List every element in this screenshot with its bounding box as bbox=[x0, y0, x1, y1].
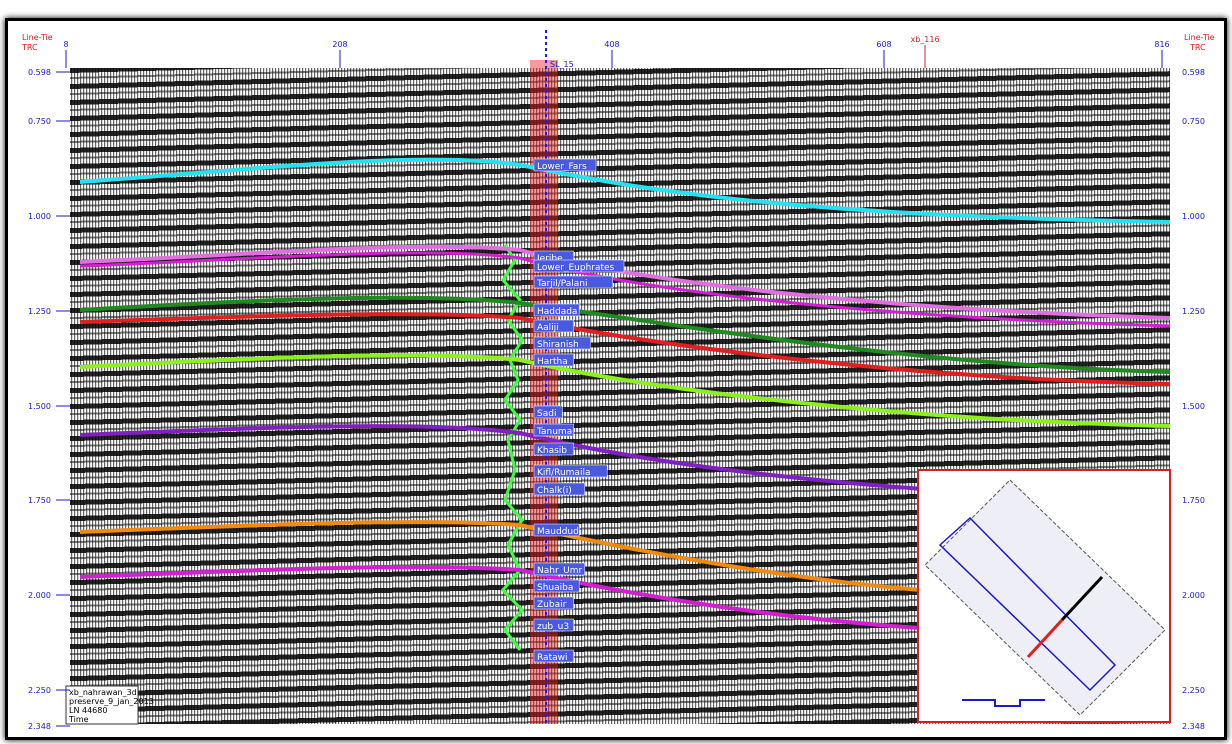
horizon-label-box bbox=[533, 596, 574, 610]
trace-tick-label: 208 bbox=[332, 40, 347, 49]
horizon-label: zub_u3 bbox=[537, 622, 569, 632]
horizon-label-box bbox=[533, 523, 580, 537]
horizon-label-box bbox=[533, 482, 586, 496]
horizon-label-box bbox=[533, 579, 580, 593]
horizon-label: Jeribe bbox=[536, 254, 563, 264]
time-tick-label: 2.250 bbox=[1182, 686, 1205, 695]
time-tick-label: 2.000 bbox=[28, 591, 51, 600]
horizon-label-box bbox=[533, 275, 614, 289]
trace-tick-label: 8 bbox=[63, 40, 68, 49]
horizon-label-box bbox=[533, 649, 574, 663]
well-name: SL_15 bbox=[550, 60, 574, 69]
trc-label: TRC bbox=[1189, 43, 1206, 52]
tie-label: xb_116 bbox=[910, 35, 939, 44]
horizon-label: Sadi bbox=[537, 409, 556, 419]
trace-tick-label: 608 bbox=[876, 40, 891, 49]
horizon-label-box bbox=[533, 618, 574, 632]
info-text: LN 44680 bbox=[69, 706, 107, 715]
horizon-label: Shiranish bbox=[537, 340, 579, 350]
horizon-label: Haddada bbox=[537, 307, 577, 317]
line-tie-label: Line-Tie bbox=[1184, 33, 1215, 42]
survey-outline bbox=[924, 479, 1166, 716]
horizon-label-box bbox=[533, 259, 625, 273]
trace-tick-label: 408 bbox=[604, 40, 619, 49]
horizon-label-box bbox=[533, 303, 580, 317]
trace-tick-label: 816 bbox=[1154, 40, 1169, 49]
horizon-label: Hartha bbox=[537, 357, 568, 367]
horizon-label: Lower_Euphrates bbox=[537, 263, 615, 273]
time-tick-label: 1.500 bbox=[1182, 402, 1205, 411]
horizon-label: Khasib bbox=[537, 446, 567, 456]
info-box bbox=[65, 685, 139, 725]
horizon-line bbox=[79, 424, 1131, 502]
horizon-label: Tanuma bbox=[536, 427, 572, 437]
horizon-label-box bbox=[533, 442, 574, 456]
time-tick-label: 2.000 bbox=[1182, 591, 1205, 600]
horizon-line bbox=[79, 520, 921, 592]
horizon-label: Lower_Fars bbox=[537, 162, 587, 172]
time-tick-label: 1.000 bbox=[28, 212, 51, 221]
time-tick-label: 0.750 bbox=[1182, 117, 1205, 126]
time-tick-label: 0.598 bbox=[1182, 68, 1205, 77]
horizon-label: Kifl/Rumaila bbox=[537, 468, 590, 478]
time-tick-label: 2.348 bbox=[28, 722, 51, 731]
info-text: Time bbox=[68, 715, 89, 724]
scale-bar bbox=[962, 699, 1045, 707]
trc-label: TRC bbox=[21, 43, 38, 52]
section-line bbox=[1026, 618, 1064, 659]
horizon-label-box bbox=[533, 158, 597, 172]
time-tick-label: 1.750 bbox=[28, 496, 51, 505]
time-tick-label: 2.348 bbox=[1182, 722, 1205, 731]
time-tick-label: 0.598 bbox=[28, 68, 51, 77]
horizon-label-box bbox=[533, 464, 608, 478]
horizon-line bbox=[79, 312, 1171, 386]
time-tick-label: 1.750 bbox=[1182, 496, 1205, 505]
line-tie-label: Line-Tie bbox=[22, 33, 53, 42]
horizon-label-box bbox=[533, 562, 586, 576]
time-tick-label: 1.000 bbox=[1182, 212, 1205, 221]
horizon-label: Aaliji bbox=[537, 323, 559, 333]
horizon-label-box bbox=[533, 336, 591, 350]
time-tick-label: 1.500 bbox=[28, 402, 51, 411]
time-tick-label: 1.250 bbox=[28, 307, 51, 316]
horizon-label: Chalk(i) bbox=[537, 486, 572, 496]
horizon-label-box bbox=[533, 353, 574, 367]
time-tick-label: 2.250 bbox=[28, 686, 51, 695]
horizon-label-box bbox=[533, 405, 563, 419]
horizon-line bbox=[79, 157, 1171, 224]
well-log bbox=[500, 244, 525, 651]
horizon-label-box bbox=[533, 319, 574, 333]
horizon-label: Tarjil/Palani bbox=[536, 279, 588, 289]
info-text: xb_nahrawan_3d bbox=[69, 688, 137, 697]
time-tick-label: 0.750 bbox=[28, 117, 51, 126]
horizon-label: Mauddud bbox=[537, 527, 579, 537]
section-line bbox=[1060, 575, 1104, 622]
horizon-label: Zubair bbox=[537, 600, 567, 610]
horizon-label: Shuaiba bbox=[537, 583, 573, 593]
horizon-label: Ratawi bbox=[537, 653, 567, 663]
horizon-label-box bbox=[533, 423, 574, 437]
time-tick-label: 1.250 bbox=[1182, 307, 1205, 316]
horizon-line bbox=[79, 353, 1171, 428]
horizon-label: Nahr_Umr bbox=[537, 566, 583, 576]
horizon-line bbox=[79, 565, 921, 630]
info-text: preserve_9_jan_2013 bbox=[69, 697, 154, 706]
